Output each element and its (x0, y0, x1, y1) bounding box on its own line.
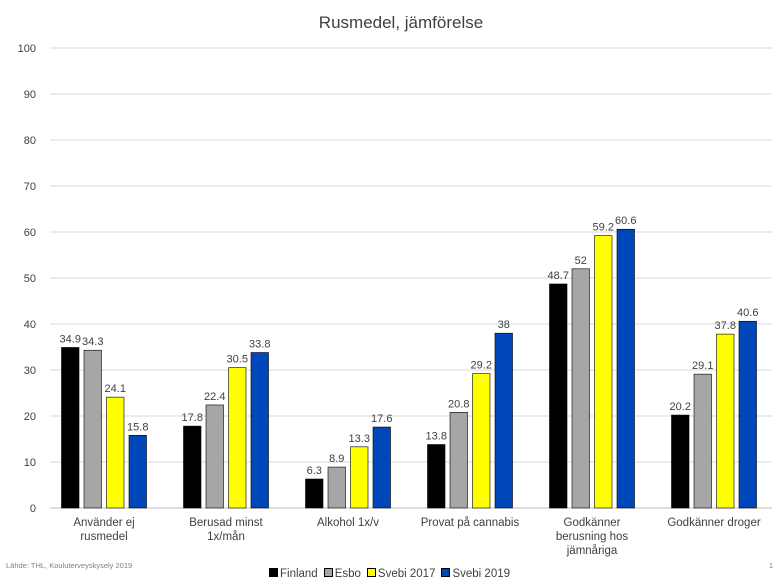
data-label: 52 (575, 255, 587, 267)
category-label: Godkänner (564, 517, 621, 529)
legend-swatch (323, 568, 333, 577)
data-label: 29.1 (692, 360, 713, 372)
data-label: 8.9 (329, 453, 344, 465)
bars (61, 228, 757, 509)
bar-esbo (83, 349, 102, 509)
legend: Finland Esbo Svebi 2017 Svebi 2019 (0, 568, 779, 580)
data-label: 37.8 (715, 320, 736, 332)
y-tick-label: 0 (30, 503, 36, 515)
bar-svebi-2017 (594, 235, 613, 509)
data-label: 15.8 (127, 421, 148, 433)
legend-swatch (268, 568, 278, 577)
legend-label: Finland (279, 568, 318, 580)
y-tick-label: 70 (24, 181, 36, 193)
y-tick-label: 90 (24, 89, 36, 101)
category-label: Använder ej (73, 517, 134, 529)
bar-finland (427, 444, 446, 509)
legend-label: Esbo (334, 568, 361, 580)
bar-esbo (693, 373, 712, 509)
y-tick-label: 40 (24, 319, 36, 331)
gridlines (50, 47, 772, 509)
data-label: 40.6 (737, 307, 758, 319)
category-label: jämnåriga (566, 545, 618, 557)
data-label: 13.8 (426, 431, 447, 443)
data-label: 24.1 (105, 383, 126, 395)
data-label: 38 (498, 319, 510, 331)
legend-item: Svebi 2017 (366, 568, 436, 580)
data-label: 13.3 (349, 433, 370, 445)
bar-finland (549, 283, 568, 509)
category-label: 1x/mån (207, 531, 245, 543)
bar-esbo (327, 466, 346, 509)
bar-esbo (571, 268, 590, 509)
bar-svebi-2017 (472, 373, 491, 509)
bar-finland (305, 478, 324, 509)
data-labels: 34.9 34.3 24.1 15.8 17.822.4 30.533.8 6.3 8.9 13… (60, 215, 759, 477)
category-label: rusmedel (80, 531, 127, 543)
data-label: 17.8 (182, 412, 203, 424)
bar-esbo (205, 404, 224, 509)
data-label: 59.2 (593, 222, 614, 234)
y-tick-label: 10 (24, 457, 36, 469)
legend-item: Finland (268, 568, 318, 580)
category-label: berusning hos (556, 531, 628, 543)
data-label: 33.8 (249, 339, 270, 351)
bar-finland (671, 414, 690, 509)
category-labels: Använder ej rusmedel Berusad minst 1x/mån Al… (73, 517, 761, 557)
bar-svebi-2017 (350, 446, 369, 509)
y-tick-label: 100 (18, 43, 36, 55)
bar-svebi-2017 (716, 333, 735, 509)
bar-esbo (449, 412, 468, 509)
bar-svebi-2019 (494, 332, 513, 509)
bar-svebi-2017 (228, 367, 247, 509)
y-axis-ticks: 0 10 20 30 40 50 60 70 80 90 100 (18, 43, 36, 515)
source-note: Lähde: THL, Kouluterveyskysely 2019 (6, 561, 133, 570)
bar-svebi-2017 (106, 396, 125, 509)
data-label: 22.4 (204, 391, 225, 403)
data-label: 17.6 (371, 413, 392, 425)
y-tick-label: 20 (24, 411, 36, 423)
chart-title: Rusmedel, jämförelse (319, 13, 483, 32)
legend-item: Svebi 2019 (441, 568, 510, 580)
y-tick-label: 30 (24, 365, 36, 377)
legend-swatch (366, 568, 376, 577)
legend-swatch (441, 568, 451, 577)
bar-svebi-2019 (250, 352, 269, 509)
data-label: 20.8 (448, 398, 469, 410)
data-label: 34.9 (60, 333, 81, 345)
y-tick-label: 50 (24, 273, 36, 285)
page-number: 1 (768, 561, 773, 570)
legend-label: Svebi 2017 (377, 568, 436, 580)
bar-finland (61, 347, 80, 509)
y-tick-label: 60 (24, 227, 36, 239)
bar-svebi-2019 (616, 228, 635, 509)
data-label: 20.2 (670, 401, 691, 413)
category-label: Berusad minst (189, 517, 263, 529)
data-label: 6.3 (307, 465, 322, 477)
category-label: Provat på cannabis (421, 517, 520, 529)
bar-svebi-2019 (738, 320, 757, 509)
category-label: Godkänner droger (667, 517, 761, 529)
legend-item: Esbo (323, 568, 361, 580)
bar-svebi-2019 (128, 435, 147, 509)
data-label: 60.6 (615, 215, 636, 227)
category-label: Alkohol 1x/v (317, 517, 379, 529)
data-label: 34.3 (82, 336, 103, 348)
bar-finland (183, 425, 202, 509)
data-label: 29.2 (471, 360, 492, 372)
legend-label: Svebi 2019 (452, 568, 511, 580)
y-tick-label: 80 (24, 135, 36, 147)
data-label: 30.5 (227, 354, 248, 366)
data-label: 48.7 (548, 270, 569, 282)
bar-svebi-2019 (372, 426, 391, 509)
